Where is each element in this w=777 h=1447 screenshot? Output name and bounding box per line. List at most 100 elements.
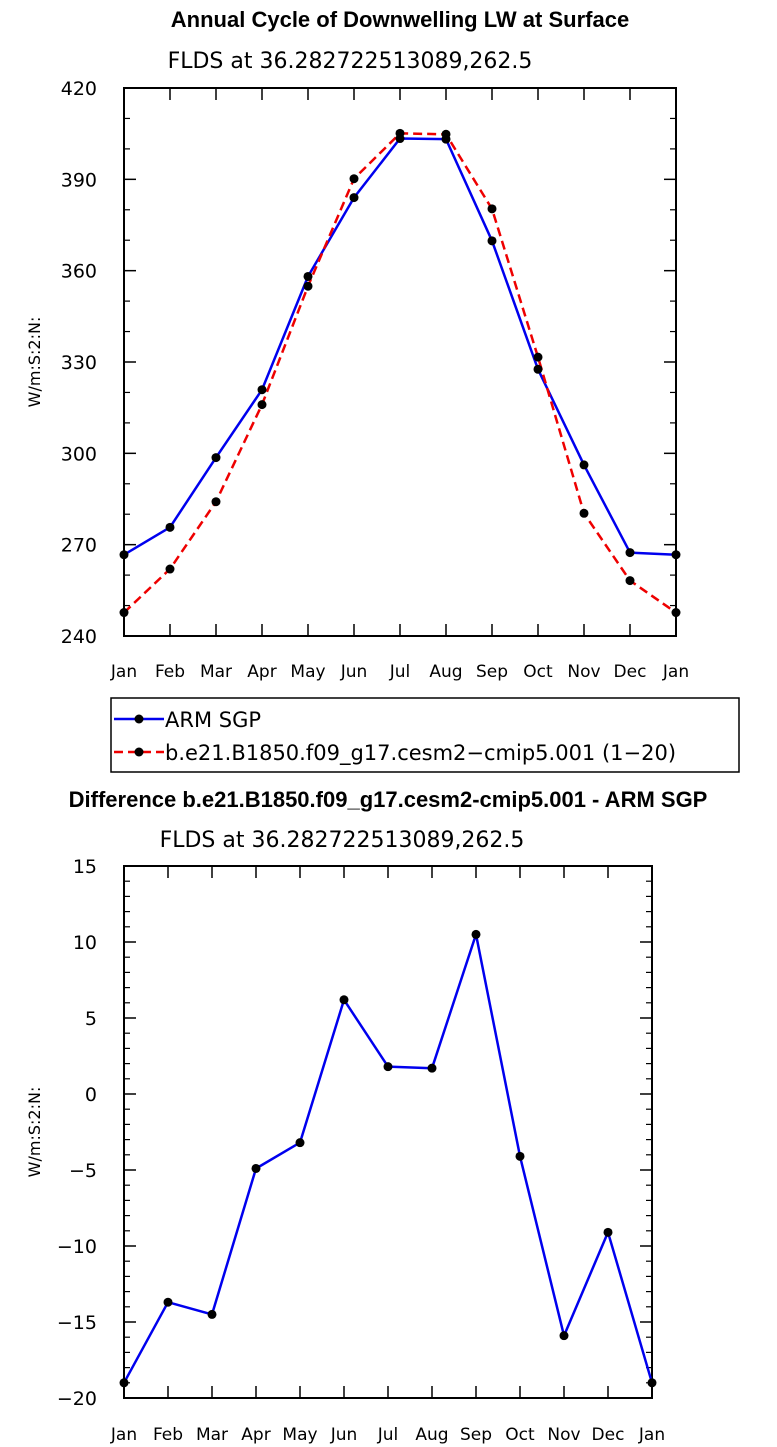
- x-tick-label: Jul: [377, 1425, 399, 1445]
- series-0-point: [349, 193, 359, 203]
- series-0-point: [165, 522, 175, 532]
- panel2-y-tick-labels: −20 −15 −10 −5 0 5 10 15: [57, 856, 97, 1410]
- y-tick-label: 270: [61, 535, 97, 557]
- panel1-title: Annual Cycle of Downwelling LW at Surfac…: [171, 7, 629, 32]
- panel2-ticks: [123, 865, 653, 1399]
- y-tick-label: −20: [57, 1388, 97, 1410]
- x-tick-label: Dec: [592, 1425, 625, 1445]
- y-tick-label: 240: [61, 626, 97, 648]
- panel2-title: Difference b.e21.B1850.f09_g17.cesm2-cmi…: [69, 787, 708, 812]
- series-0-point: [487, 236, 497, 246]
- panel1-y-tick-labels: 240 270 300 330 360 390 420: [61, 78, 97, 648]
- panel1-subtitle: FLDS at 36.282722513089,262.5: [168, 49, 533, 74]
- y-tick-label: 420: [61, 78, 97, 100]
- panel2-subtitle: FLDS at 36.282722513089,262.5: [160, 828, 525, 853]
- series-1-point: [349, 174, 359, 184]
- legend-label-cesm2: b.e21.B1850.f09_g17.cesm2−cmip5.001 (1−2…: [165, 741, 676, 766]
- y-tick-label: 360: [61, 261, 97, 283]
- panel1-series: [119, 128, 681, 618]
- series-0-point: [383, 1062, 393, 1072]
- series-1-point: [441, 129, 451, 139]
- series-0-point: [303, 271, 313, 281]
- series-0-point: [515, 1151, 525, 1161]
- panel1-x-tick-labels: Jan Feb Mar Apr May Jun Jul Aug Sep Oct Nov Dec Jan: [110, 662, 689, 682]
- x-tick-label: Jul: [389, 662, 411, 682]
- series-0-point: [647, 1378, 657, 1388]
- series-1-point: [119, 608, 129, 618]
- y-tick-label: −10: [57, 1236, 97, 1258]
- x-tick-label: Nov: [547, 1425, 580, 1445]
- panel1-ticks: [123, 87, 677, 637]
- x-tick-label: Jan: [110, 1425, 137, 1445]
- panel1-y-axis-title: W/m:S:2:N:: [25, 317, 44, 408]
- series-0-point: [427, 1063, 437, 1073]
- series-0-point: [295, 1138, 305, 1148]
- x-tick-label: Feb: [155, 662, 185, 682]
- x-tick-label: Mar: [200, 662, 232, 682]
- legend-marker-arm-sgp: [134, 714, 144, 724]
- x-tick-label: Dec: [614, 662, 647, 682]
- series-0-point: [257, 385, 267, 395]
- series-0-point: [625, 548, 635, 558]
- x-tick-label: May: [290, 662, 325, 682]
- series-1-point: [579, 508, 589, 518]
- series-0-point: [339, 995, 349, 1005]
- x-tick-label: Jan: [110, 662, 137, 682]
- series-line-0: [123, 137, 677, 556]
- series-1-point: [671, 608, 681, 618]
- panel1-legend: ARM SGP b.e21.B1850.f09_g17.cesm2−cmip5.…: [110, 697, 740, 773]
- series-0-point: [471, 929, 481, 939]
- x-tick-label: Sep: [476, 662, 508, 682]
- series-0-point: [119, 1378, 129, 1388]
- x-tick-label: Nov: [567, 662, 600, 682]
- series-0-point: [163, 1297, 173, 1307]
- x-tick-label: Jun: [340, 662, 368, 682]
- x-tick-label: Jan: [662, 662, 689, 682]
- x-tick-label: Apr: [241, 1425, 270, 1445]
- panel2-x-tick-labels: Jan Feb Mar Apr May Jun Jul Aug Sep Oct Nov Dec Jan: [110, 1425, 665, 1445]
- y-tick-label: 15: [73, 856, 97, 878]
- annual-cycle-panel: Annual Cycle of Downwelling LW at Surfac…: [25, 7, 740, 773]
- y-tick-label: 5: [85, 1008, 97, 1030]
- series-1-point: [487, 204, 497, 214]
- series-1-point: [303, 281, 313, 291]
- series-1-point: [211, 497, 221, 507]
- x-tick-label: Oct: [505, 1425, 535, 1445]
- x-tick-label: Mar: [196, 1425, 228, 1445]
- legend-label-arm-sgp: ARM SGP: [165, 708, 261, 732]
- series-1-point: [533, 352, 543, 362]
- y-tick-label: 330: [61, 352, 97, 374]
- y-tick-label: −5: [69, 1160, 97, 1182]
- series-0-point: [251, 1163, 261, 1173]
- panel2-series: [119, 929, 657, 1388]
- x-tick-label: Jan: [638, 1425, 665, 1445]
- series-1-point: [395, 128, 405, 138]
- y-tick-label: 300: [61, 443, 97, 465]
- series-1-point: [257, 400, 267, 410]
- x-tick-label: Feb: [153, 1425, 183, 1445]
- panel1-plot-frame: [123, 87, 677, 637]
- difference-panel: Difference b.e21.B1850.f09_g17.cesm2-cmi…: [25, 787, 707, 1445]
- series-1-point: [165, 564, 175, 574]
- series-0-point: [603, 1227, 613, 1237]
- y-tick-label: −15: [57, 1312, 97, 1334]
- series-0-point: [671, 550, 681, 560]
- y-tick-label: 10: [73, 932, 97, 954]
- x-tick-label: Jun: [330, 1425, 358, 1445]
- series-0-point: [207, 1309, 217, 1319]
- series-1-point: [625, 576, 635, 586]
- x-tick-label: Sep: [460, 1425, 492, 1445]
- y-tick-label: 390: [61, 169, 97, 191]
- series-0-point: [559, 1331, 569, 1341]
- panel2-y-axis-title: W/m:S:2:N:: [25, 1087, 44, 1178]
- series-line-1: [123, 132, 677, 614]
- x-tick-label: Aug: [415, 1425, 448, 1445]
- y-tick-label: 0: [85, 1084, 97, 1106]
- series-line-0: [122, 933, 654, 1384]
- series-0-point: [533, 364, 543, 374]
- x-tick-label: Apr: [247, 662, 276, 682]
- series-0-point: [119, 550, 129, 560]
- x-tick-label: May: [282, 1425, 317, 1445]
- x-tick-label: Aug: [429, 662, 462, 682]
